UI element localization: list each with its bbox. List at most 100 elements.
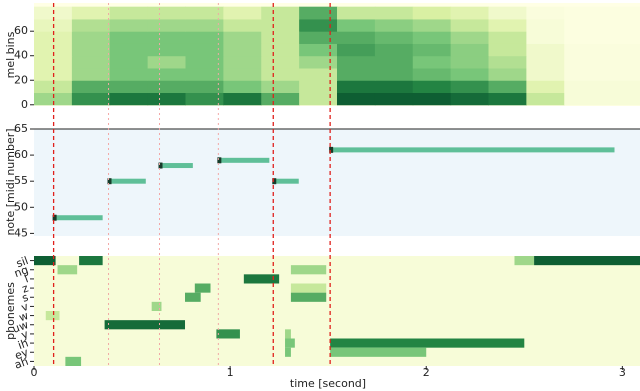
heatmap-cell [564,6,603,20]
note-onset [329,146,334,153]
note-onset [272,178,277,185]
heatmap-cell [337,80,376,94]
heatmap-cell [261,67,300,81]
heatmap-cell [109,80,149,94]
activation [330,338,525,348]
heatmap-cell [450,43,489,57]
y-tick-label: 40 [14,49,28,62]
heatmap-cell [147,92,186,106]
heatmap-cell [71,80,111,94]
y-tick-label: ih [16,336,30,352]
heatmap-cell [185,92,224,106]
note-bar [53,215,103,221]
heatmap-cell [34,31,73,44]
heatmap-cell [450,80,489,94]
activation [151,301,162,311]
heatmap-cell [526,31,565,44]
heatmap-cell [412,67,452,81]
y-tick-label: 60 [14,24,28,37]
heatmap-cell [147,43,186,57]
heatmap-cell [374,80,414,94]
heatmap-cell [223,31,262,44]
heatmap-cell [526,55,565,69]
y-axis-label: phonemes [4,282,17,340]
activation [285,329,291,339]
heatmap-cell [602,55,640,69]
heatmap-cell [450,67,489,81]
y-tick-label: uw [11,318,30,336]
heatmap-cell [337,67,376,81]
heatmap-cell [412,80,452,94]
x-tick-label: 0 [31,366,38,379]
activation [194,283,211,293]
note-onset [158,162,163,169]
x-tick-label: 1 [227,366,234,379]
activation [104,320,186,330]
heatmap-cell [526,67,565,81]
heatmap-cell [564,18,603,32]
heatmap-cell [223,55,262,69]
activation [34,256,56,266]
heatmap-cell [299,92,338,106]
x-tick-label: 2 [423,366,430,379]
y-tick-label: s [20,291,30,305]
heatmap-cell [185,6,224,20]
heatmap-cell [223,43,262,57]
y-tick-label: 45 [14,226,28,239]
heatmap-cell [71,6,111,20]
activation [185,292,201,302]
heatmap-cell [147,18,186,32]
heatmap-cell [374,92,414,106]
heatmap-cell [261,55,300,69]
note-bar [159,163,193,169]
heatmap-cell [526,6,565,20]
y-tick-label: 55 [14,174,28,187]
heatmap-cell [564,67,603,81]
activation [534,256,640,266]
note-bar [330,147,615,153]
heatmap-cell [488,55,527,69]
heatmap-cell [488,92,527,106]
heatmap-cell [488,31,527,44]
heatmap-cell [223,80,262,94]
y-tick-label: ey [13,346,30,363]
heatmap-cell [488,80,527,94]
heatmap-cell [602,67,640,81]
heatmap-cell [412,43,452,57]
heatmap-cell [374,67,414,81]
x-axis-label: time [second] [290,377,366,390]
note-onset [52,214,57,221]
heatmap-cell [223,92,262,106]
heatmap-cell [450,18,489,32]
y-tick-label: ng [12,263,30,280]
y-tick-label: 0 [21,98,28,111]
heatmap-cell [412,6,452,20]
activation [243,274,280,284]
heatmap-cell [299,6,338,20]
note-bar [108,178,146,184]
heatmap-cell [185,80,224,94]
heatmap-cell [109,43,149,57]
heatmap-cell [147,80,186,94]
heatmap-cell [337,92,376,106]
heatmap-cell [374,55,414,69]
heatmap-cell [299,31,338,44]
heatmap-cell [71,31,111,44]
heatmap-cell [374,18,414,32]
heatmap-cell [564,31,603,44]
heatmap-cell [71,18,111,32]
y-tick-label: ah [13,355,30,372]
activation [79,256,103,266]
y-axis-label: note [midi number] [4,128,17,235]
heatmap-cell [185,31,224,44]
heatmap-cell [299,67,338,81]
heatmap-cell [71,92,111,106]
heatmap-cell [602,92,640,106]
heatmap-cell [109,67,149,81]
heatmap-cell [412,31,452,44]
heatmap-cell [261,80,300,94]
activation [514,256,535,266]
heatmap-cell [299,18,338,32]
heatmap-cell [34,43,73,57]
